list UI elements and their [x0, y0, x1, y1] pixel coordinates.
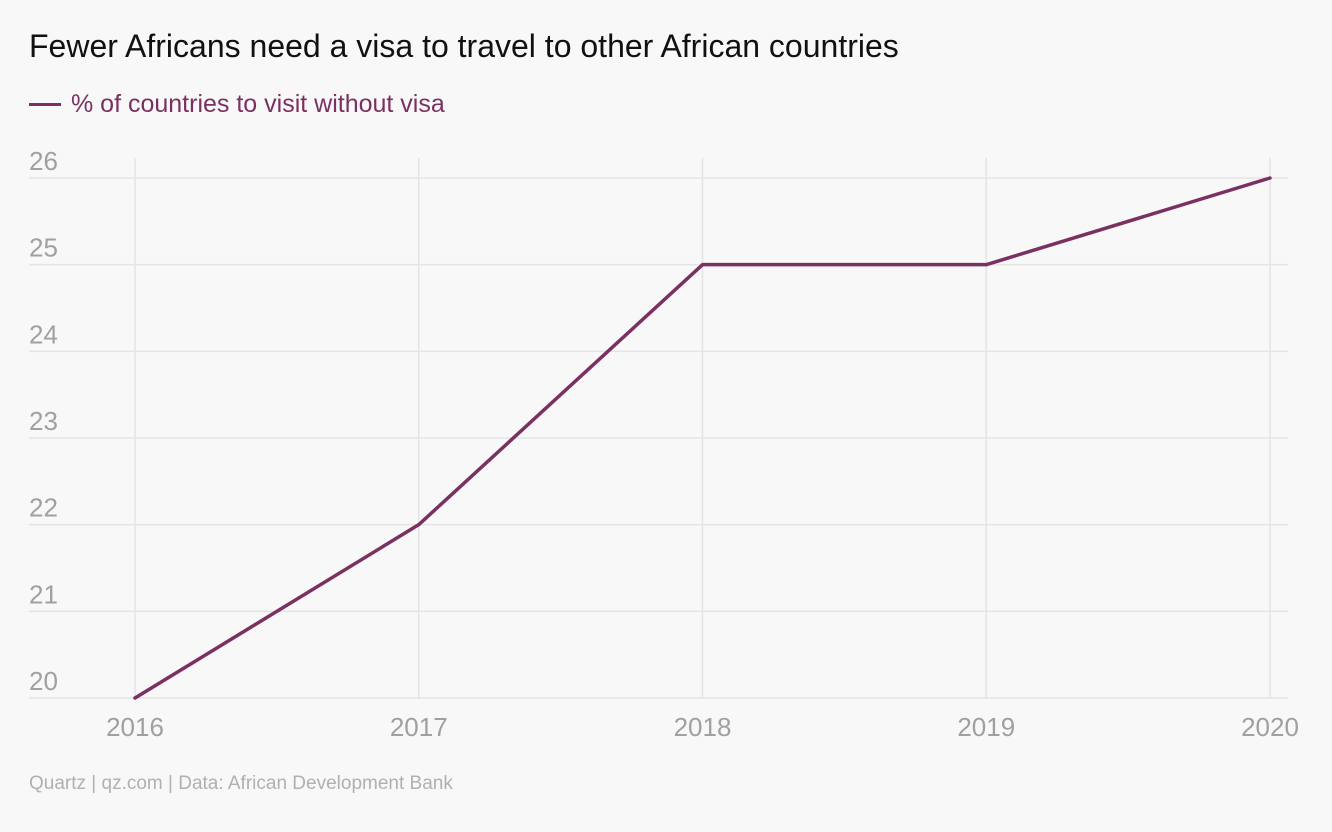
data-point [417, 523, 421, 527]
y-tick-label: 26 [29, 146, 58, 176]
data-point [701, 263, 704, 267]
data-point [1268, 176, 1272, 180]
source-footer: Quartz | qz.com | Data: African Developm… [29, 773, 453, 794]
x-tick-label: 2018 [674, 712, 732, 742]
y-tick-label: 22 [29, 493, 58, 523]
legend: % of countries to visit without visa [29, 90, 445, 119]
data-point [984, 263, 988, 267]
y-tick-label: 25 [29, 233, 58, 263]
x-tick-label: 2019 [957, 712, 1015, 742]
y-tick-label: 21 [29, 579, 58, 609]
data-point [133, 696, 137, 700]
y-tick-label: 24 [29, 319, 58, 349]
grid [29, 158, 1288, 699]
legend-label: % of countries to visit without visa [71, 90, 445, 118]
x-tick-label: 2016 [106, 712, 164, 742]
x-axis-ticks: 2016 2017 2018 2019 2020 [106, 712, 1299, 742]
x-tick-label: 2017 [390, 712, 448, 742]
y-axis-ticks: 20 21 22 23 24 25 26 [29, 146, 58, 696]
y-tick-label: 23 [29, 406, 58, 436]
y-tick-label: 20 [29, 666, 58, 696]
chart-title: Fewer Africans need a visa to travel to … [29, 28, 899, 64]
legend-swatch [29, 103, 61, 106]
series-group [133, 176, 1272, 700]
x-tick-label: 2020 [1241, 712, 1299, 742]
